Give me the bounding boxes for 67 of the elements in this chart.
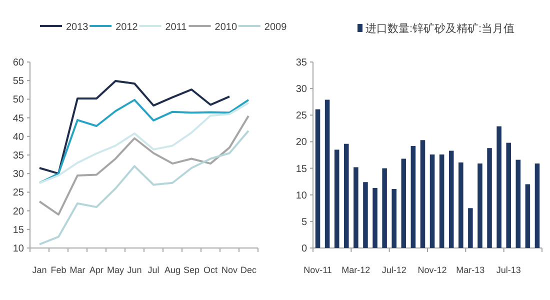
bar <box>334 150 340 248</box>
x-tick-label: Jul-13 <box>496 265 521 275</box>
bar <box>401 158 406 248</box>
y-tick-label: 50 <box>12 94 24 106</box>
y-tick-label: 20 <box>296 137 308 148</box>
x-tick-label: Aug <box>164 265 181 275</box>
legend-label: 2010 <box>214 22 238 33</box>
x-tick-label: Mar-13 <box>456 265 485 275</box>
y-tick-label: 40 <box>12 132 24 143</box>
y-tick-label: 30 <box>296 84 308 96</box>
y-tick-label: 10 <box>296 190 308 202</box>
x-tick-label: Apr <box>89 265 104 275</box>
bar <box>458 162 464 248</box>
bar <box>439 154 444 248</box>
y-tick-label: 10 <box>12 244 24 254</box>
bar <box>534 164 540 248</box>
x-tick-label: Jan <box>32 265 47 275</box>
y-tick-label: 55 <box>12 76 24 88</box>
y-tick-label: 35 <box>296 58 308 68</box>
x-tick-label: Nov-12 <box>418 265 447 275</box>
bar <box>430 154 435 248</box>
bar <box>525 184 530 248</box>
y-tick-label: 0 <box>301 244 308 254</box>
bar <box>315 109 320 248</box>
bar <box>344 144 349 248</box>
bar <box>506 142 511 248</box>
bar <box>468 208 473 248</box>
y-tick-label: 15 <box>296 164 308 175</box>
x-tick-label: Dec <box>240 265 257 275</box>
bar <box>410 146 416 248</box>
x-tick-label: Mar-12 <box>342 265 370 275</box>
x-tick-label: Jul <box>148 265 160 275</box>
x-tick-label: Nov <box>221 265 238 275</box>
x-tick-label: Jun <box>127 265 142 275</box>
y-tick-label: 60 <box>12 58 24 68</box>
x-tick-label: Nov-11 <box>304 265 332 275</box>
y-tick-label: 20 <box>12 206 24 218</box>
bar <box>354 167 358 248</box>
y-tick-label: 25 <box>296 110 308 122</box>
bar <box>382 168 387 248</box>
bar <box>496 126 502 248</box>
x-tick-label: Feb <box>50 265 66 275</box>
y-tick-label: 15 <box>12 224 24 236</box>
x-tick-label: Sep <box>183 265 200 275</box>
y-tick-label: 25 <box>12 188 24 199</box>
legend-label: 2013 <box>66 22 89 33</box>
bar <box>516 160 521 248</box>
legend: 进口数量:锌矿砂及精矿:当月值 <box>358 23 515 35</box>
bar <box>324 100 330 248</box>
y-tick-label: 35 <box>12 150 24 162</box>
x-tick-label: Jul-12 <box>382 265 406 275</box>
y-tick-label: 30 <box>12 169 24 180</box>
x-tick-label: Mar <box>70 265 86 275</box>
bar <box>392 189 396 248</box>
y-tick-label: 45 <box>12 113 24 124</box>
y-tick-label: 5 <box>301 216 308 228</box>
bar <box>487 148 492 248</box>
x-tick-label: Oct <box>203 265 218 275</box>
bar <box>448 150 454 248</box>
bar <box>478 164 482 248</box>
legend-label: 2009 <box>264 22 288 33</box>
x-tick-label: May <box>106 265 124 275</box>
legend-label: 2012 <box>116 22 138 33</box>
bar <box>363 182 368 248</box>
bar <box>372 188 378 248</box>
bar <box>420 140 426 248</box>
legend-label: 2011 <box>165 22 188 33</box>
